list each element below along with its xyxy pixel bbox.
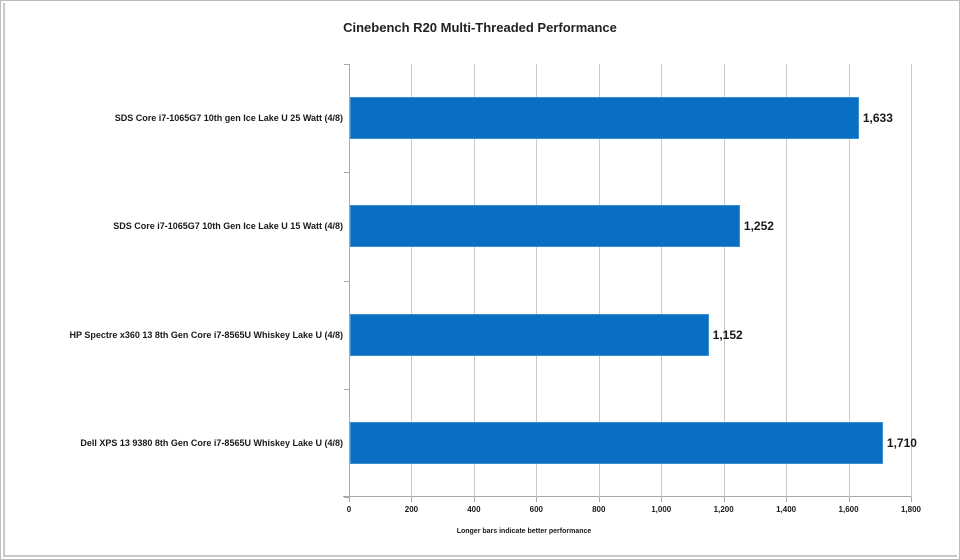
x-tick-label: 1,800 (900, 505, 922, 514)
chart-title: Cinebench R20 Multi-Threaded Performance (343, 20, 617, 35)
bar (350, 205, 740, 248)
x-tick (911, 497, 912, 502)
category-label: SDS Core i7-1065G7 10th Gen Ice Lake U 1… (113, 221, 343, 232)
x-tick-label: 0 (346, 505, 352, 514)
x-tick (411, 497, 413, 502)
x-tick-label: 1,000 (651, 505, 672, 514)
x-tick (848, 497, 850, 502)
bar-value-label: 1,633 (862, 111, 893, 126)
gridline (598, 64, 600, 497)
x-tick-label: 1,400 (776, 505, 797, 514)
category-label: HP Spectre x360 13 8th Gen Core i7-8565U… (69, 329, 343, 340)
bar (350, 97, 859, 140)
x-tick (598, 497, 600, 502)
x-tick-label: 1,600 (838, 505, 859, 514)
gridline (848, 64, 850, 497)
gridline (473, 64, 475, 497)
bar (350, 313, 709, 356)
x-tick (661, 497, 663, 502)
gridline (661, 64, 663, 497)
y-tick (344, 497, 349, 498)
gridline (911, 64, 912, 497)
chart-frame-inner (3, 3, 957, 557)
gridline (786, 64, 788, 497)
x-tick (786, 497, 788, 502)
plot-area: 1,633 1,252 1,152 1,710 (343, 64, 917, 502)
x-tick-label: 600 (529, 505, 544, 514)
bar-value-label: 1,252 (743, 219, 774, 234)
x-axis-title: Longer bars indicate better performance (456, 528, 592, 535)
y-tick (344, 280, 349, 282)
x-axis (343, 496, 911, 497)
x-tick-label: 800 (592, 505, 606, 514)
x-tick (473, 497, 475, 502)
x-tick-label: 200 (404, 505, 419, 514)
bar-value-label: 1,152 (712, 327, 743, 342)
x-tick (536, 497, 538, 502)
category-label: SDS Core i7-1065G7 10th gen Ice Lake U 2… (114, 113, 343, 124)
y-axis (349, 64, 350, 497)
gridline (723, 64, 725, 497)
y-tick (344, 388, 349, 390)
gridline (411, 64, 413, 497)
bar (350, 421, 883, 464)
x-tick-label: 1,200 (713, 505, 734, 514)
y-tick (344, 64, 349, 65)
x-tick (349, 497, 350, 502)
category-label: Dell XPS 13 9380 8th Gen Core i7-8565U W… (80, 437, 343, 448)
gridline (536, 64, 538, 497)
x-tick (723, 497, 725, 502)
bar-value-label: 1,710 (886, 435, 917, 450)
y-tick (344, 172, 349, 174)
x-tick-label: 400 (467, 505, 481, 514)
